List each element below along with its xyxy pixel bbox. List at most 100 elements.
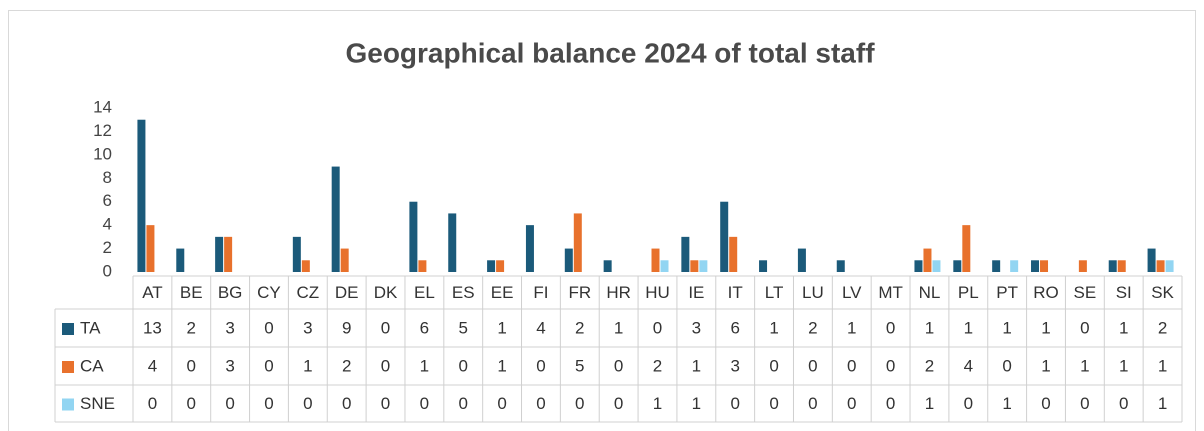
bar xyxy=(1108,260,1117,272)
y-tick-label: 2 xyxy=(103,238,112,257)
x-tick-label: PL xyxy=(958,283,979,302)
bar xyxy=(962,225,971,272)
table-value: 0 xyxy=(264,356,273,375)
x-tick-label: IE xyxy=(688,283,704,302)
x-tick-label: AT xyxy=(142,283,162,302)
x-tick-label: HR xyxy=(606,283,631,302)
table-value: 0 xyxy=(1002,356,1011,375)
table-value: 0 xyxy=(1119,394,1128,413)
table-value: 0 xyxy=(1080,394,1089,413)
x-tick-label: CZ xyxy=(296,283,319,302)
table-value: 0 xyxy=(808,356,817,375)
table-value: 3 xyxy=(303,318,312,337)
table-value: 0 xyxy=(225,394,234,413)
bar xyxy=(418,260,427,272)
table-value: 3 xyxy=(225,356,234,375)
bar xyxy=(525,225,534,272)
table-value: 0 xyxy=(847,394,856,413)
table-value: 1 xyxy=(1158,394,1167,413)
bar xyxy=(331,166,340,272)
legend-swatch xyxy=(62,398,74,411)
table-value: 0 xyxy=(886,356,895,375)
y-tick-label: 12 xyxy=(93,121,112,140)
table-value: 0 xyxy=(1080,318,1089,337)
x-tick-label: LU xyxy=(802,283,824,302)
table-value: 0 xyxy=(148,394,157,413)
bar xyxy=(137,119,146,272)
table-value: 4 xyxy=(964,356,973,375)
x-tick-label: HU xyxy=(645,283,670,302)
bar xyxy=(729,236,738,272)
x-tick-label: EL xyxy=(414,283,435,302)
bar xyxy=(1147,248,1156,272)
bar xyxy=(487,260,496,272)
bar xyxy=(564,248,573,272)
legend-swatch xyxy=(62,323,74,335)
table-value: 0 xyxy=(964,394,973,413)
x-tick-label: DE xyxy=(335,283,359,302)
table-value: 13 xyxy=(143,318,162,337)
y-tick-label: 4 xyxy=(103,215,112,234)
bar xyxy=(690,260,699,272)
table-value: 6 xyxy=(420,318,429,337)
bar xyxy=(215,236,224,272)
table-value: 1 xyxy=(420,356,429,375)
table-value: 1 xyxy=(925,394,934,413)
x-tick-label: RO xyxy=(1033,283,1059,302)
x-tick-label: NL xyxy=(919,283,941,302)
y-tick-label: 10 xyxy=(93,144,112,163)
table-value: 1 xyxy=(925,318,934,337)
bar xyxy=(1117,260,1126,272)
y-tick-label: 0 xyxy=(103,261,112,280)
table-value: 0 xyxy=(1041,394,1050,413)
legend-label: CA xyxy=(80,356,104,375)
bar xyxy=(573,213,582,272)
table-value: 0 xyxy=(653,318,662,337)
bar xyxy=(496,260,505,272)
table-value: 1 xyxy=(1119,318,1128,337)
table-value: 5 xyxy=(459,318,468,337)
table-value: 1 xyxy=(497,318,506,337)
bar xyxy=(720,201,729,272)
bar xyxy=(699,260,708,272)
table-value: 1 xyxy=(769,318,778,337)
bar xyxy=(681,236,690,272)
x-tick-label: FI xyxy=(533,283,548,302)
table-value: 1 xyxy=(614,318,623,337)
table-value: 2 xyxy=(1158,318,1167,337)
table-value: 0 xyxy=(886,318,895,337)
table-value: 5 xyxy=(575,356,584,375)
table-value: 0 xyxy=(536,356,545,375)
x-tick-label: ES xyxy=(452,283,475,302)
bar xyxy=(953,260,962,272)
table-value: 2 xyxy=(653,356,662,375)
bar xyxy=(797,248,806,272)
table-value: 1 xyxy=(303,356,312,375)
bar xyxy=(836,260,845,272)
bar xyxy=(448,213,457,272)
table-value: 0 xyxy=(497,394,506,413)
bar xyxy=(146,225,155,272)
bar xyxy=(176,248,185,272)
table-value: 1 xyxy=(1080,356,1089,375)
bar xyxy=(932,260,941,272)
y-tick-label: 8 xyxy=(103,168,112,187)
y-tick-label: 14 xyxy=(93,97,112,116)
y-tick-label: 6 xyxy=(103,191,112,210)
bar xyxy=(1010,260,1019,272)
x-tick-label: BE xyxy=(180,283,203,302)
table-value: 0 xyxy=(614,356,623,375)
bar xyxy=(292,236,301,272)
bar xyxy=(660,260,669,272)
chart-title: Geographical balance 2024 of total staff xyxy=(345,37,875,68)
table-value: 2 xyxy=(187,318,196,337)
table-value: 1 xyxy=(964,318,973,337)
bar xyxy=(1156,260,1165,272)
table-value: 0 xyxy=(847,356,856,375)
table-value: 3 xyxy=(225,318,234,337)
bar xyxy=(1078,260,1087,272)
table-value: 1 xyxy=(1002,318,1011,337)
table-value: 1 xyxy=(497,356,506,375)
table-value: 2 xyxy=(925,356,934,375)
x-tick-label: LV xyxy=(842,283,862,302)
